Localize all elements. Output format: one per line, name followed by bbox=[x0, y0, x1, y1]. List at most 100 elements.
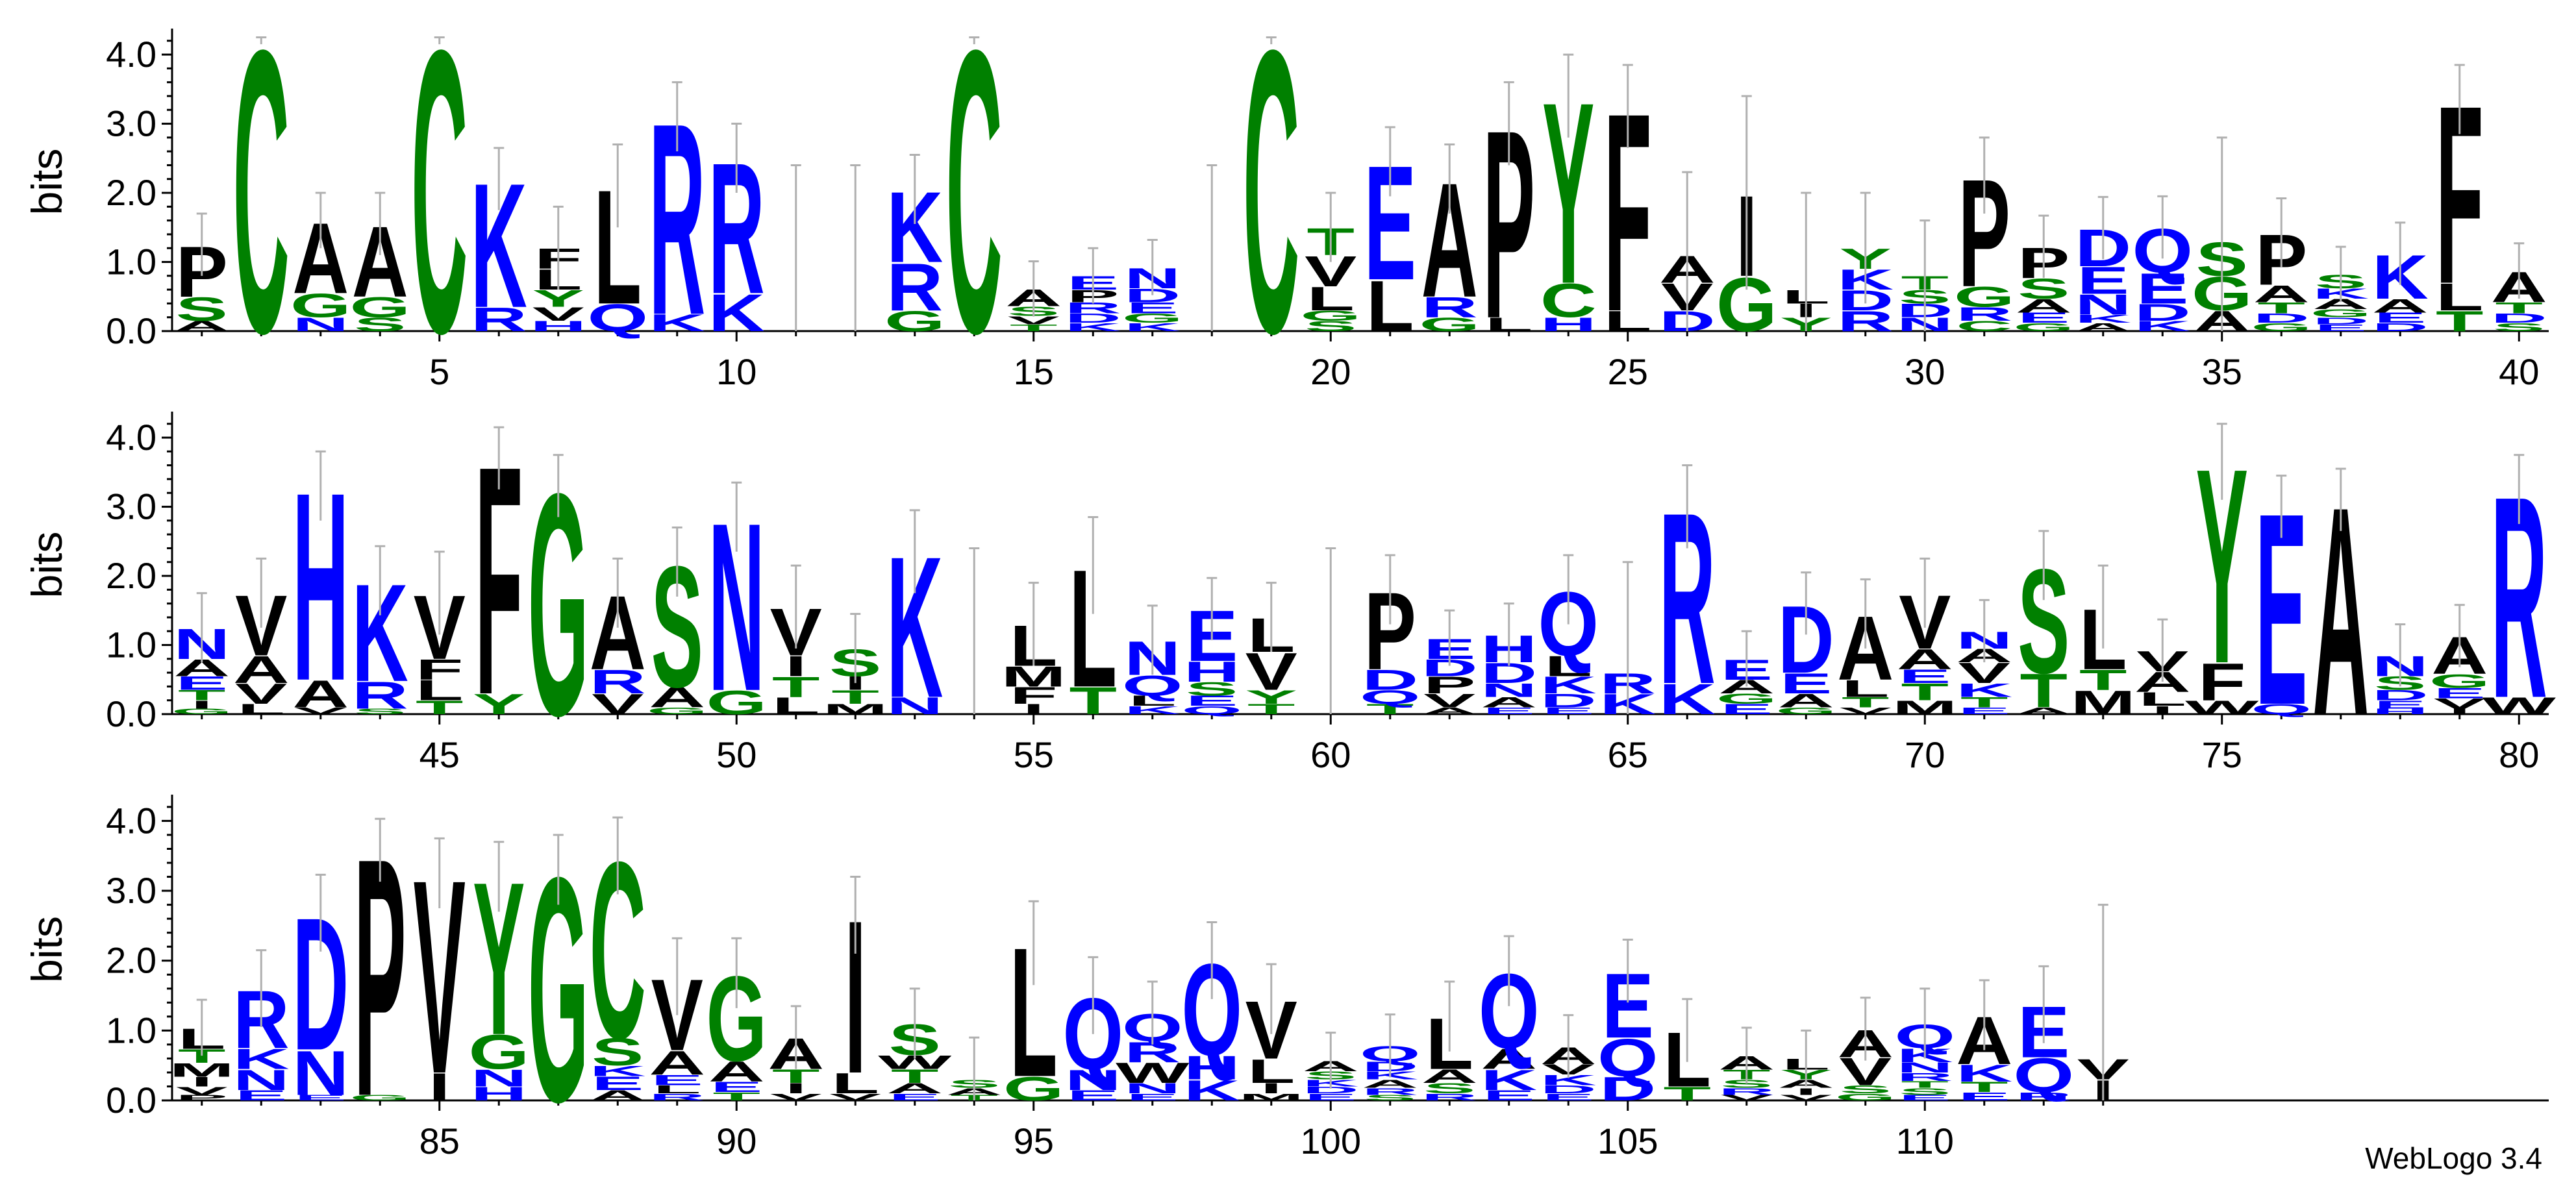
letter-E-pos-17: E bbox=[1127, 299, 1179, 316]
letter-E-pos-93: E bbox=[889, 1092, 941, 1103]
letter-V-pos-81: V bbox=[176, 1084, 228, 1097]
letter-V-pos-15: V bbox=[1008, 314, 1060, 327]
letter-T-pos-69: T bbox=[1842, 695, 1889, 711]
letter-H-pos-58: H bbox=[1184, 656, 1240, 688]
position-50-stack: GN bbox=[706, 473, 767, 741]
x-tick-label: 70 bbox=[1905, 734, 1945, 775]
letter-E-pos-111: E bbox=[1958, 1090, 2010, 1103]
position-66-stack: KR bbox=[1659, 463, 1716, 736]
letter-S-pos-44: S bbox=[354, 707, 406, 715]
letter-T-pos-72: T bbox=[2020, 664, 2068, 717]
letter-E-pos-37: E bbox=[2315, 323, 2367, 334]
y-tick-label: 2.0 bbox=[106, 555, 156, 596]
letter-T-pos-36: T bbox=[2258, 299, 2305, 316]
letter-T-pos-90: T bbox=[713, 1090, 760, 1103]
letter-Q-pos-8: Q bbox=[587, 297, 648, 340]
letter-R-pos-101: R bbox=[1362, 1086, 1418, 1097]
letter-K-pos-33: K bbox=[2075, 312, 2131, 325]
letter-K-pos-88: K bbox=[590, 1063, 646, 1079]
letter-E-pos-104: E bbox=[1542, 1092, 1594, 1103]
letter-G-pos-109: G bbox=[1835, 1092, 1896, 1103]
letter-D-pos-34: D bbox=[2134, 299, 2191, 326]
letter-A-pos-101: A bbox=[1362, 1078, 1418, 1091]
letter-I-pos-55: I bbox=[1023, 701, 1044, 717]
letter-D-pos-78: D bbox=[2372, 688, 2429, 704]
letter-T-pos-61: T bbox=[1366, 701, 1414, 717]
y-tick-label: 4.0 bbox=[106, 34, 156, 75]
position-35-stack: AGS bbox=[2192, 136, 2253, 338]
letter-T-pos-51: T bbox=[772, 671, 819, 703]
y-axis-title: bits bbox=[23, 916, 71, 983]
letter-N-pos-53: N bbox=[886, 692, 943, 719]
x-tick-label: 95 bbox=[1014, 1121, 1054, 1161]
letter-E-pos-34: E bbox=[2136, 264, 2188, 313]
x-tick-label: 30 bbox=[1905, 351, 1945, 392]
letter-G-pos-37: G bbox=[2310, 307, 2371, 320]
letter-L-pos-74: L bbox=[2139, 689, 2186, 710]
letter-E-pos-96: E bbox=[1067, 1087, 1119, 1104]
letter-M-pos-73: M bbox=[2071, 684, 2136, 721]
letter-S-pos-1: S bbox=[176, 290, 228, 328]
letter-I-pos-108: I bbox=[1795, 1086, 1817, 1097]
letter-V-pos-107: V bbox=[1721, 1093, 1773, 1102]
position-8-stack: QL bbox=[587, 143, 648, 340]
letter-M-pos-52: M bbox=[823, 701, 888, 717]
letter-A-pos-62: A bbox=[1421, 706, 1478, 717]
letter-Q-pos-61: Q bbox=[1360, 686, 1421, 708]
letter-N-pos-82: N bbox=[233, 1064, 290, 1097]
y-tick-label: 0.0 bbox=[106, 693, 156, 734]
letter-G-pos-22: G bbox=[1419, 314, 1480, 335]
letter-Y-pos-59: Y bbox=[1245, 686, 1297, 708]
letter-N-pos-86: N bbox=[471, 1064, 527, 1091]
letter-D-pos-40: D bbox=[2491, 311, 2547, 326]
position-113-stack: IV bbox=[2077, 904, 2129, 1107]
y-tick-label: 1.0 bbox=[106, 1010, 156, 1050]
position-21-stack: LE bbox=[1364, 126, 1416, 347]
letter-A-pos-90: A bbox=[708, 1056, 765, 1088]
letter-I-pos-99: I bbox=[1260, 1080, 1282, 1097]
letter-A-pos-42: A bbox=[233, 649, 290, 691]
x-tick-label: 60 bbox=[1310, 734, 1351, 775]
letter-E-pos-68: E bbox=[1780, 667, 1832, 699]
letter-G-pos-79: G bbox=[2429, 671, 2490, 692]
letter-K-pos-10: K bbox=[708, 283, 765, 342]
position-22-stack: GRA bbox=[1419, 143, 1480, 335]
letter-L-pos-39: L bbox=[2436, 276, 2483, 319]
letter-D-pos-16: D bbox=[1065, 311, 1121, 326]
letter-Q-pos-112: Q bbox=[2013, 1048, 2074, 1103]
letter-I-pos-79: I bbox=[2449, 707, 2470, 715]
letter-G-pos-31: G bbox=[1954, 281, 2015, 313]
letter-Q-pos-57: Q bbox=[1122, 670, 1183, 702]
letter-C-pos-24: C bbox=[1540, 275, 1597, 328]
position-25-stack: LF bbox=[1604, 54, 1651, 371]
letter-S-pos-101: S bbox=[1364, 1093, 1416, 1102]
letter-R-pos-107: R bbox=[1718, 1086, 1775, 1097]
letter-E-pos-70: E bbox=[1899, 665, 1951, 687]
position-46-stack: YF bbox=[473, 399, 525, 763]
x-tick-label: 75 bbox=[2202, 734, 2242, 775]
y-tick-label: 3.0 bbox=[106, 103, 156, 144]
letter-D-pos-105: D bbox=[1599, 1070, 1656, 1108]
letter-V-pos-91: V bbox=[770, 1092, 822, 1103]
letter-T-pos-59: T bbox=[1247, 701, 1295, 717]
